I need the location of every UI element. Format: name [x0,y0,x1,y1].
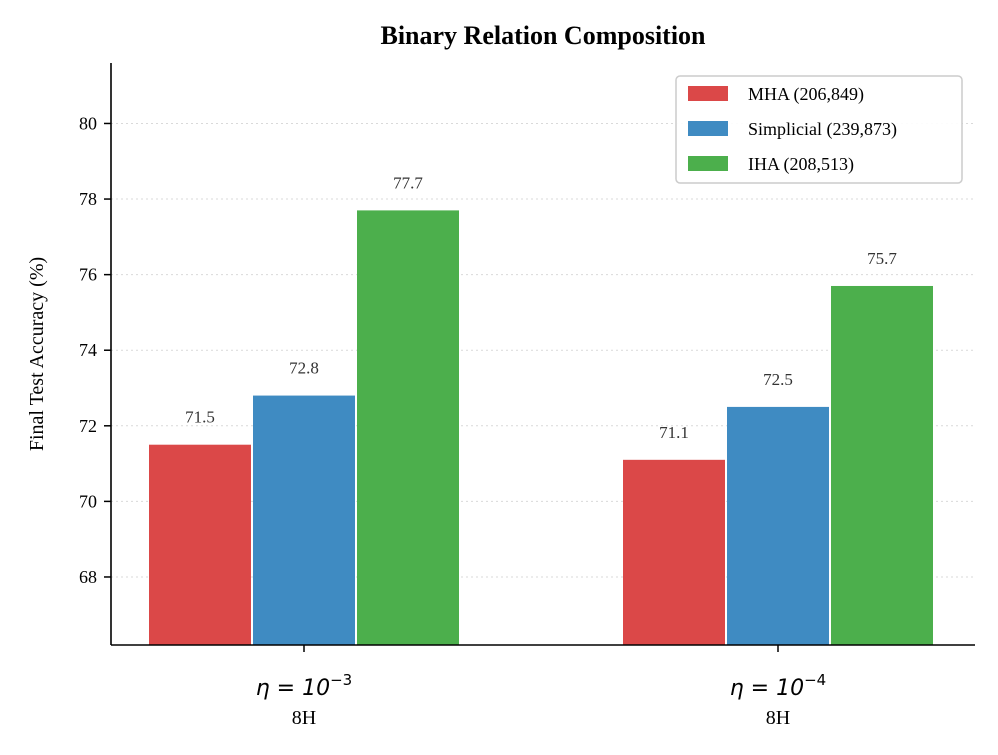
bar-s1-c1 [727,406,829,645]
bar-value-label-s0-c1: 71.1 [659,423,689,442]
x-tick-label-0: η = 10−3 [256,671,352,701]
legend: MHA (206,849) Simplicial (239,873) IHA (20… [675,75,963,184]
y-tick-label-78: 78 [79,189,97,209]
bar-s2-c1 [831,285,933,645]
bar-value-label-s1-c1: 72.5 [763,370,793,389]
y-axis-label: Final Test Accuracy (%) [26,257,48,451]
bar-value-label-s2-c1: 75.7 [867,249,897,268]
bar-value-label-s2-c0: 77.7 [393,173,423,192]
y-tick-label-80: 80 [79,113,97,133]
x-tick-label-1: η = 10−4 [730,671,826,701]
axes [110,63,975,646]
x-tick-sublabel-0: 8H [292,707,316,729]
y-tick-label-76: 76 [79,265,97,285]
legend-label-0: MHA (206,849) [748,84,864,105]
legend-label-1: Simplicial (239,873) [748,119,897,140]
legend-label-2: IHA (208,513) [748,154,854,175]
y-ticks: 68 70 72 74 76 78 80 [79,113,111,587]
legend-swatch-0 [688,86,728,101]
y-tick-label-70: 70 [79,491,97,511]
y-tick-label-68: 68 [79,567,97,587]
bar-s0-c1 [623,459,725,645]
bar-value-label-s1-c0: 72.8 [289,359,319,378]
legend-frame [675,75,963,184]
y-tick-label-72: 72 [79,416,97,436]
x-tick-sublabel-1: 8H [766,707,790,729]
y-tick-label-74: 74 [79,340,97,360]
chart-title: Binary Relation Composition [380,21,706,50]
bar-s2-c0 [357,210,459,645]
legend-swatch-2 [688,156,728,171]
bar-s1-c0 [253,395,355,645]
x-ticks: η = 10−3 8H η = 10−4 8H [256,645,826,729]
bars [149,210,933,645]
bar-value-label-s0-c0: 71.5 [185,408,215,427]
legend-swatch-1 [688,121,728,136]
bar-value-labels: 71.5 72.8 77.7 71.1 72.5 75.7 [185,173,897,441]
bar-s0-c0 [149,444,251,645]
